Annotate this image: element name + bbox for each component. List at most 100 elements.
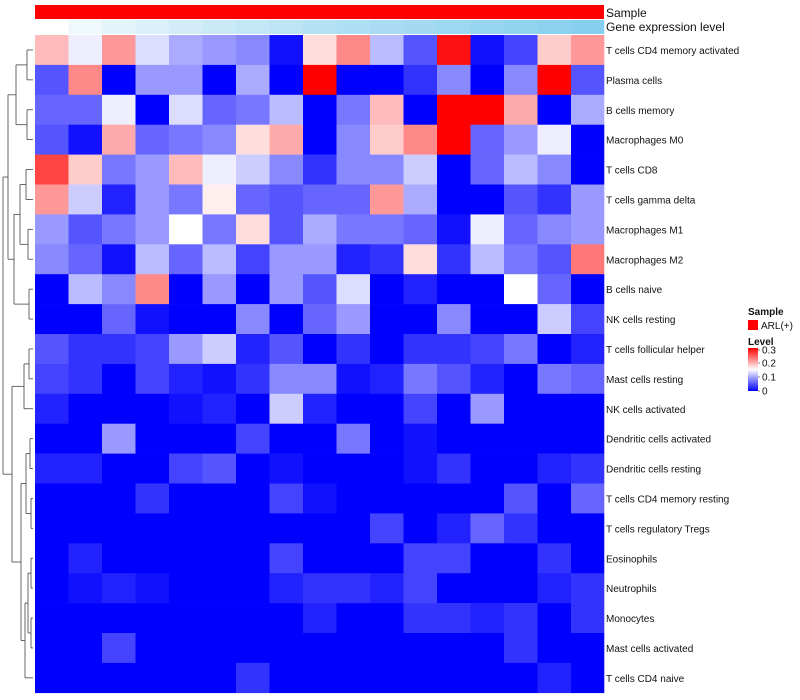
heatmap-cell <box>336 244 371 275</box>
heatmap-cell <box>537 64 572 96</box>
heatmap-cell <box>303 64 337 96</box>
heatmap-cell <box>68 513 103 544</box>
heatmap-cell <box>102 184 136 215</box>
heatmap-cell <box>68 393 103 424</box>
legend-tick-label: 0.1 <box>762 373 776 384</box>
heatmap-cell <box>35 214 69 245</box>
row-label: Mast cells activated <box>606 644 693 655</box>
heatmap-cell <box>102 603 136 634</box>
heatmap-cell <box>202 244 237 275</box>
heatmap-cell <box>102 483 136 514</box>
heatmap-cell <box>35 633 69 664</box>
heatmap-cell <box>303 244 337 275</box>
heatmap-cell <box>202 154 237 185</box>
heatmap-cell <box>537 94 572 125</box>
heatmap-cell <box>336 124 371 155</box>
row-label: Macrophages M2 <box>606 255 684 266</box>
heatmap-cell <box>537 184 572 215</box>
row-label: Macrophages M1 <box>606 225 684 236</box>
heatmap-cell <box>135 393 170 424</box>
heatmap-cell <box>370 244 404 275</box>
heatmap-cell <box>403 304 438 335</box>
row-label: T cells CD4 memory activated <box>606 46 739 57</box>
heatmap-cell <box>68 453 103 484</box>
heatmap-cell <box>303 184 337 215</box>
heatmap-cell <box>135 543 170 574</box>
heatmap-cell <box>303 662 337 694</box>
heatmap-cell <box>269 274 304 305</box>
row-label: Dendritic cells activated <box>606 435 711 446</box>
heatmap-cell <box>403 363 438 395</box>
heatmap-cell <box>370 543 404 574</box>
heatmap-cell <box>269 214 304 245</box>
gene-expression-annotation-cell <box>537 20 572 34</box>
heatmap-cell <box>403 64 438 96</box>
heatmap-cell <box>537 363 572 395</box>
heatmap-cell <box>68 304 103 335</box>
heatmap-cell <box>35 184 69 215</box>
gene-expression-annotation-cell <box>269 20 304 34</box>
heatmap-cell <box>571 603 605 634</box>
heatmap-cell <box>537 513 572 544</box>
row-label: Plasma cells <box>606 76 662 87</box>
heatmap-cell <box>537 603 572 634</box>
heatmap-cell <box>68 573 103 604</box>
heatmap-cell <box>68 423 103 454</box>
heatmap-cell <box>470 513 505 544</box>
heatmap-cell <box>68 124 103 155</box>
heatmap-cell <box>403 94 438 125</box>
row-label: T cells regulatory Tregs <box>606 524 710 535</box>
heatmap-cell <box>370 573 404 604</box>
heatmap-cell <box>470 124 505 155</box>
heatmap-cell <box>269 124 304 155</box>
heatmap-cell <box>68 184 103 215</box>
heatmap-cell <box>437 393 471 424</box>
heatmap-cell <box>437 94 471 125</box>
heatmap-cell <box>537 124 572 155</box>
heatmap-cell <box>437 304 471 335</box>
heatmap-cell <box>437 423 471 454</box>
heatmap-cell <box>571 662 605 694</box>
heatmap-cell <box>437 603 471 634</box>
gene-expression-annotation-label: Gene expression level <box>606 20 725 34</box>
heatmap-cell <box>135 244 170 275</box>
heatmap-cell <box>202 573 237 604</box>
heatmap-cell <box>370 214 404 245</box>
heatmap-cell <box>303 603 337 634</box>
heatmap-cell <box>504 393 538 424</box>
heatmap-cell <box>537 304 572 335</box>
heatmap-cell <box>571 304 605 335</box>
heatmap-cell <box>370 35 404 66</box>
heatmap-cell <box>336 94 371 125</box>
heatmap-cell <box>102 214 136 245</box>
heatmap-cell <box>336 662 371 694</box>
heatmap-cell <box>135 184 170 215</box>
heatmap-cell <box>202 274 237 305</box>
heatmap-cell <box>35 573 69 604</box>
heatmap-cell <box>370 393 404 424</box>
heatmap-cell <box>35 363 69 395</box>
heatmap-cell <box>169 94 203 125</box>
heatmap-cell <box>236 363 270 395</box>
heatmap-cell <box>403 124 438 155</box>
heatmap-cell <box>571 483 605 514</box>
heatmap-cell <box>135 573 170 604</box>
heatmap-cell <box>202 214 237 245</box>
heatmap-cell <box>504 94 538 125</box>
heatmap-cell <box>437 184 471 215</box>
heatmap-cell <box>135 334 170 365</box>
heatmap-cell <box>269 154 304 185</box>
heatmap-cell <box>236 483 270 514</box>
heatmap-cell <box>504 633 538 664</box>
heatmap-cell <box>169 633 203 664</box>
heatmap-cell <box>470 184 505 215</box>
heatmap-cell <box>403 274 438 305</box>
heatmap-cell <box>504 304 538 335</box>
heatmap-cell <box>504 363 538 395</box>
heatmap-cell <box>202 513 237 544</box>
heatmap-cell <box>269 35 304 66</box>
heatmap-cell <box>437 453 471 484</box>
heatmap-cell <box>102 124 136 155</box>
heatmap-cell <box>102 334 136 365</box>
heatmap-cell <box>336 64 371 96</box>
